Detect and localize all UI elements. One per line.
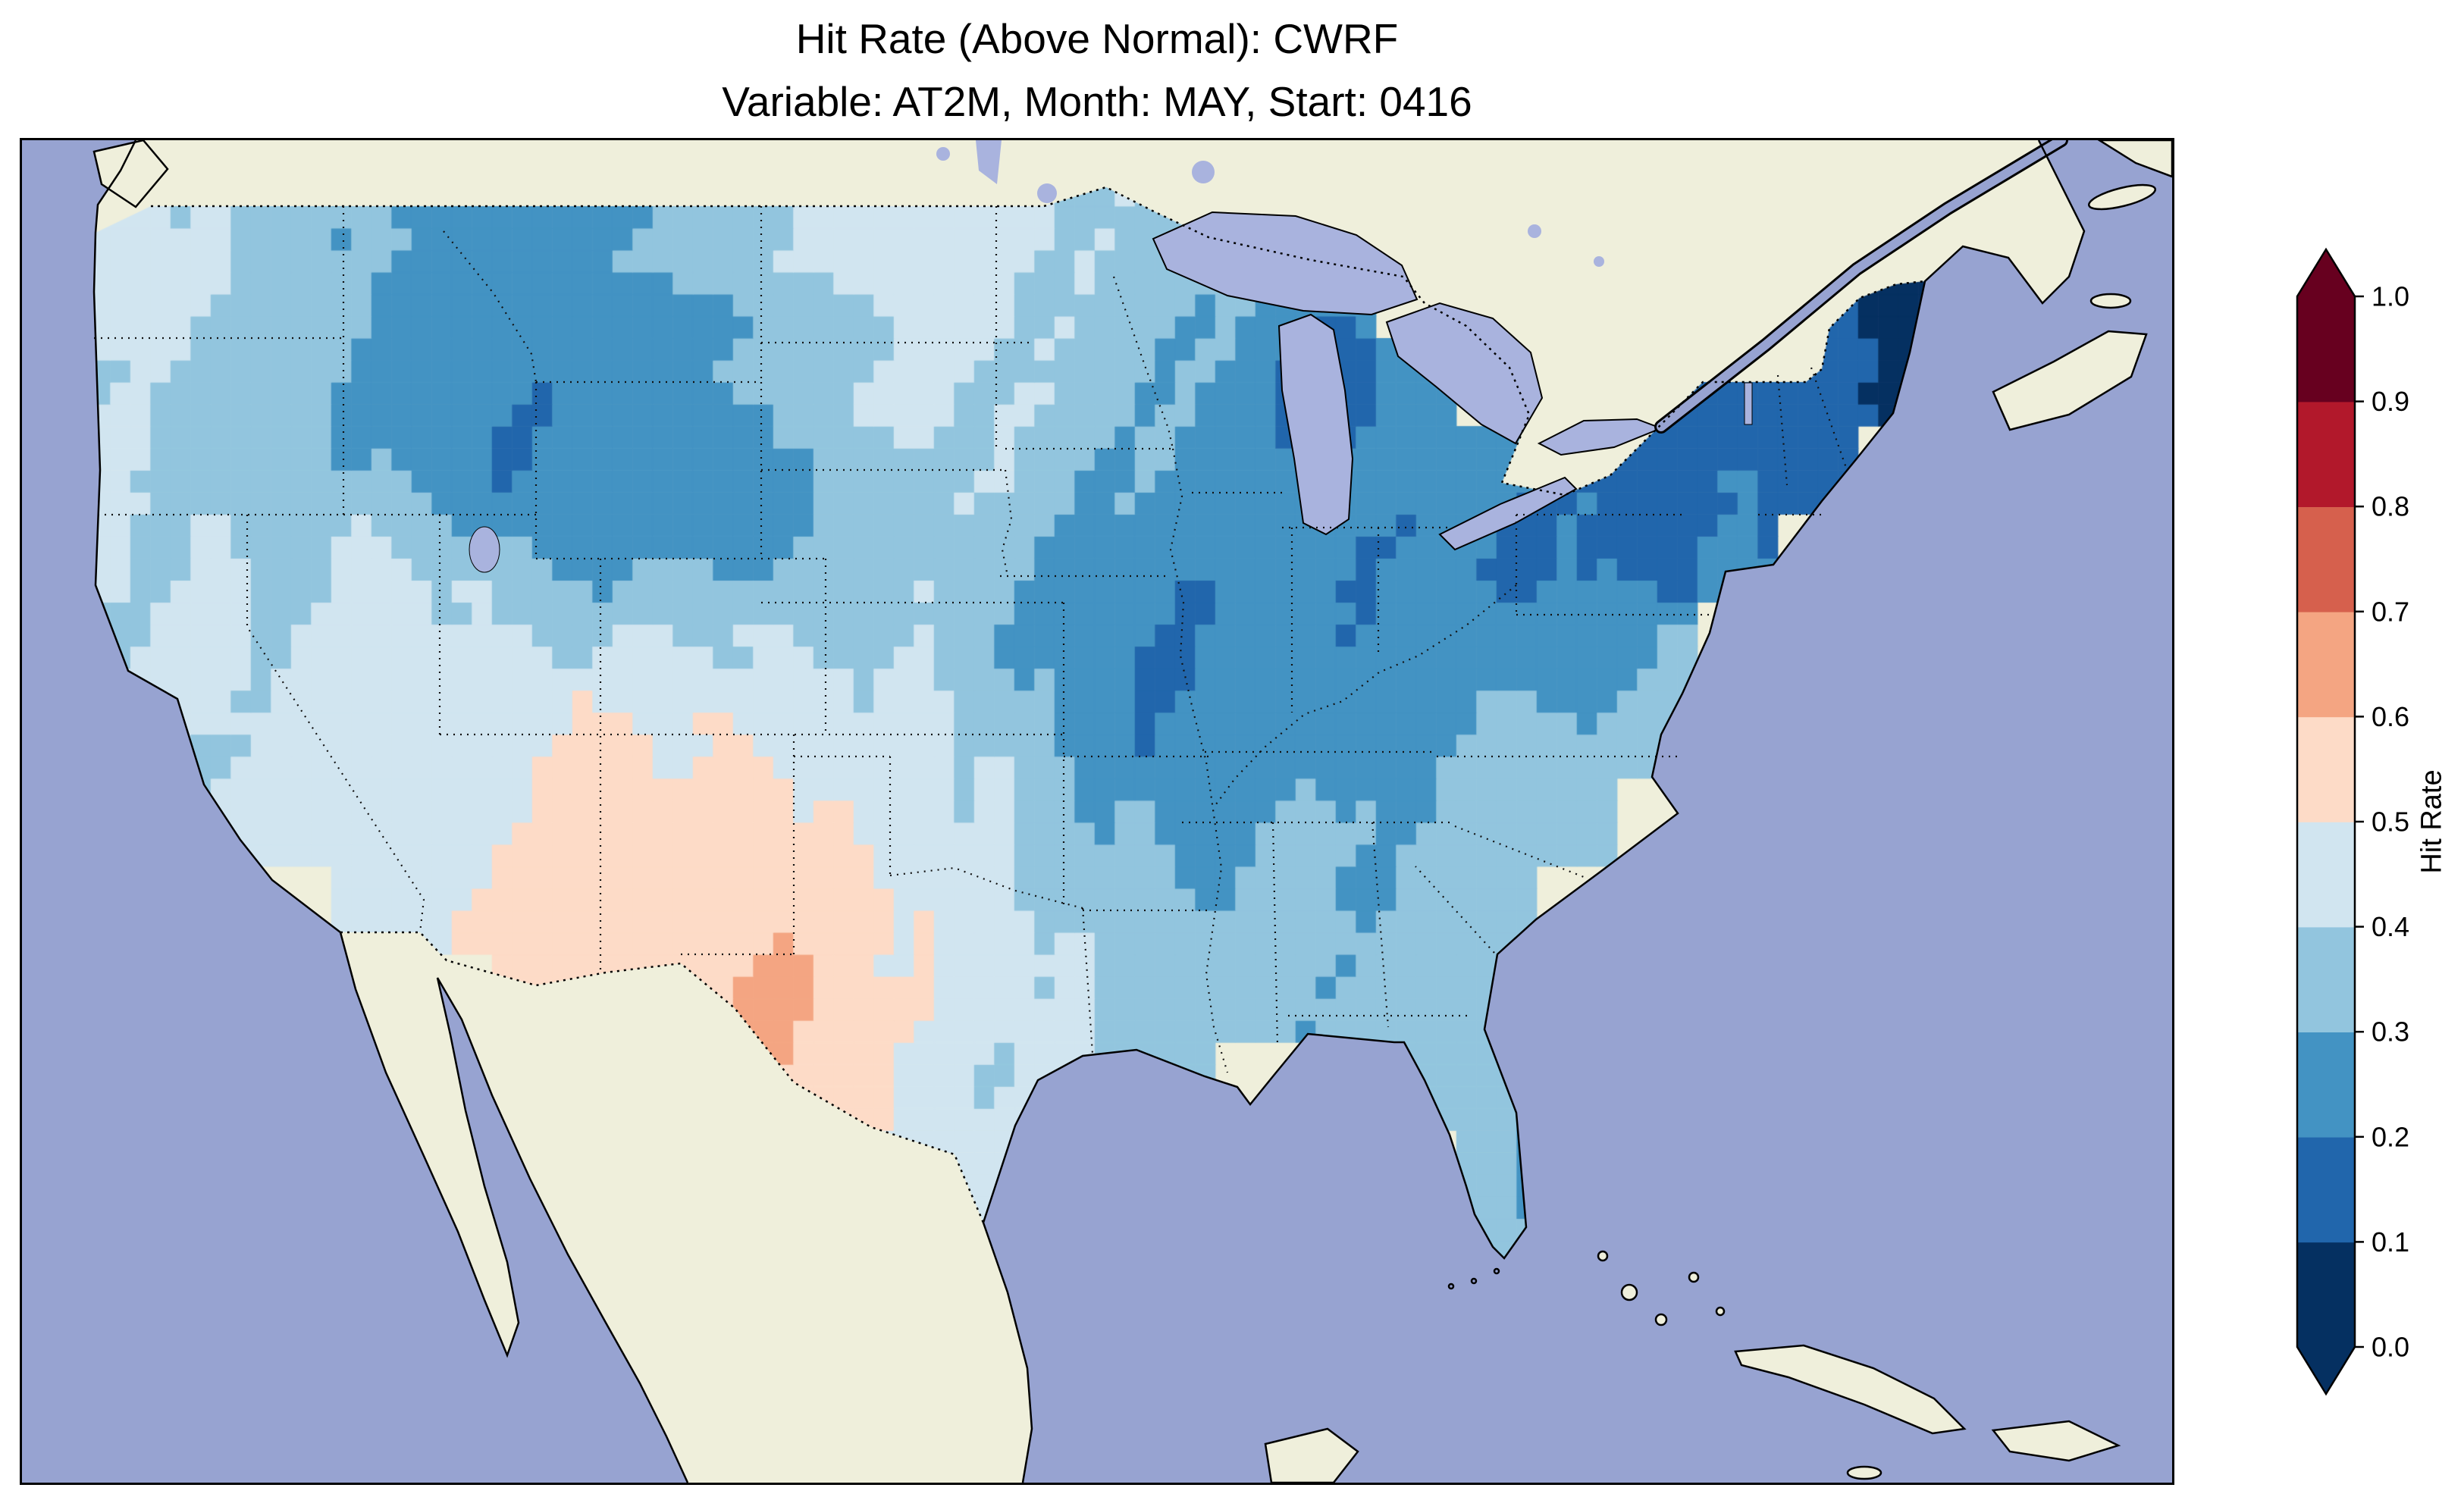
colorbar-tick-label: 0.7 [2372, 596, 2409, 627]
great-lakes [469, 211, 1753, 573]
map-overlay-layer [92, 140, 2172, 1483]
colorbar-segment [2297, 296, 2355, 402]
colorbar-segment [2297, 611, 2355, 718]
us-mexico-border [340, 931, 985, 1223]
colorbar-tick-label: 0.8 [2372, 491, 2409, 522]
colorbar-tick-label: 0.1 [2372, 1226, 2409, 1258]
colorbar-under-arrow [2297, 1347, 2355, 1394]
colorbar-svg: 1.0 0.9 0.8 0.7 0.6 0.5 0.4 0.3 0.2 0.1 0.0 [2296, 247, 2409, 1396]
colorbar: 1.0 0.9 0.8 0.7 0.6 0.5 0.4 0.3 0.2 0.1 0.0 [2278, 227, 2464, 1425]
title-line-2: Variable: AT2M, Month: MAY, Start: 0416 [722, 77, 1472, 125]
colorbar-segment [2297, 401, 2355, 507]
title-line-1: Hit Rate (Above Normal): CWRF [795, 15, 1399, 62]
state-borders [94, 206, 1848, 1073]
lake-huron [1385, 302, 1544, 445]
colorbar-label: Hit Rate [2415, 769, 2448, 874]
great-salt-lake [469, 526, 500, 573]
lake-superior [1152, 211, 1419, 316]
lake-ontario [1537, 418, 1663, 456]
colorbar-tick-label: 0.6 [2372, 701, 2409, 732]
map-panel [20, 138, 2174, 1485]
colorbar-tick-label: 1.0 [2372, 281, 2409, 312]
st-lawrence-river [1657, 140, 2066, 431]
colorbar-segment [2297, 822, 2355, 928]
lake-champlain [1744, 382, 1753, 425]
lake-erie [1438, 476, 1578, 551]
colorbar-segment [2297, 1032, 2355, 1138]
colorbar-tick-label: 0.5 [2372, 807, 2409, 838]
country-borders [151, 186, 1926, 1223]
coastlines [92, 140, 2172, 1483]
colorbar-segment [2297, 506, 2355, 612]
colorbar-segment [2297, 716, 2355, 822]
figure-title: Hit Rate (Above Normal): CWRF Variable: … [22, 8, 2172, 133]
colorbar-tick-label: 0.4 [2372, 911, 2409, 942]
lake-michigan [1277, 313, 1354, 536]
colorbar-tick-label: 0.9 [2372, 386, 2409, 417]
colorbar-tick-label: 0.2 [2372, 1121, 2409, 1152]
heatmap-canvas [22, 140, 2172, 1483]
colorbar-segment [2297, 1242, 2355, 1348]
colorbar-tick-label: 0.3 [2372, 1016, 2409, 1048]
colorbar-segment [2297, 926, 2355, 1032]
colorbar-tick-label: 0.0 [2372, 1332, 2409, 1363]
colorbar-segment [2297, 1136, 2355, 1243]
colorbar-over-arrow [2297, 249, 2355, 296]
